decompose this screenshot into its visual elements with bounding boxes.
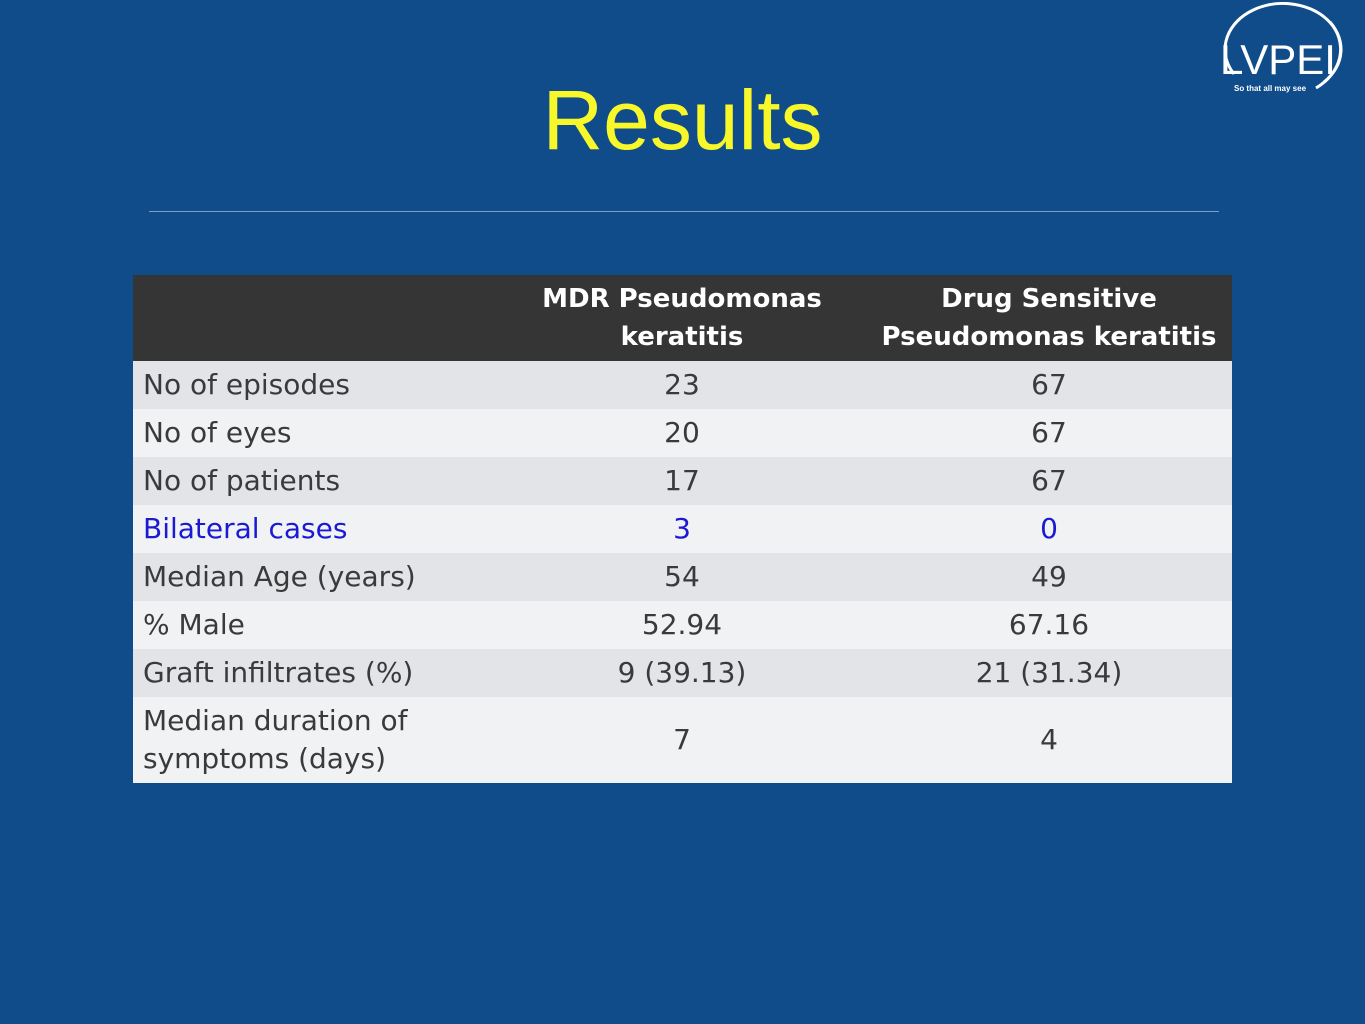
table-row: No of eyes 20 67 <box>133 409 1232 457</box>
header-cell-mdr: MDR Pseudomonas keratitis <box>498 275 866 361</box>
sensitive-value: 21 (31.34) <box>866 649 1232 697</box>
sensitive-value: 67 <box>866 409 1232 457</box>
sensitive-value: 67 <box>866 361 1232 409</box>
table-row: Median Age (years) 54 49 <box>133 553 1232 601</box>
title-divider <box>149 211 1219 212</box>
mdr-value: 3 <box>498 505 866 553</box>
logo-tagline: So that all may see <box>1234 84 1307 93</box>
logo-text: LVPEI <box>1220 36 1336 83</box>
mdr-value: 7 <box>498 697 866 783</box>
row-label: No of patients <box>133 457 498 505</box>
header-cell-blank <box>133 275 498 361</box>
lvpei-logo: LVPEI So that all may see <box>1212 2 1344 98</box>
mdr-value: 54 <box>498 553 866 601</box>
slide-title: Results <box>542 73 823 167</box>
mdr-value: 52.94 <box>498 601 866 649</box>
table-row: No of patients 17 67 <box>133 457 1232 505</box>
table-row-bilateral: Bilateral cases 3 0 <box>133 505 1232 553</box>
sensitive-value: 67 <box>866 457 1232 505</box>
row-label: Median Age (years) <box>133 553 498 601</box>
sensitive-value: 67.16 <box>866 601 1232 649</box>
row-label: No of episodes <box>133 361 498 409</box>
mdr-value: 17 <box>498 457 866 505</box>
mdr-value: 23 <box>498 361 866 409</box>
row-label: Graft infiltrates (%) <box>133 649 498 697</box>
mdr-value: 20 <box>498 409 866 457</box>
row-label: % Male <box>133 601 498 649</box>
header-cell-sensitive: Drug Sensitive Pseudomonas keratitis <box>866 275 1232 361</box>
sensitive-value: 4 <box>866 697 1232 783</box>
row-label: No of eyes <box>133 409 498 457</box>
sensitive-value: 49 <box>866 553 1232 601</box>
results-table: MDR Pseudomonas keratitis Drug Sensitive… <box>133 275 1232 783</box>
table-row: No of episodes 23 67 <box>133 361 1232 409</box>
table-header-row: MDR Pseudomonas keratitis Drug Sensitive… <box>133 275 1232 361</box>
table-row: Graft infiltrates (%) 9 (39.13) 21 (31.3… <box>133 649 1232 697</box>
row-label: Median duration of symptoms (days) <box>133 697 498 783</box>
table-row: Median duration of symptoms (days) 7 4 <box>133 697 1232 783</box>
table-row: % Male 52.94 67.16 <box>133 601 1232 649</box>
sensitive-value: 0 <box>866 505 1232 553</box>
row-label: Bilateral cases <box>133 505 498 553</box>
mdr-value: 9 (39.13) <box>498 649 866 697</box>
